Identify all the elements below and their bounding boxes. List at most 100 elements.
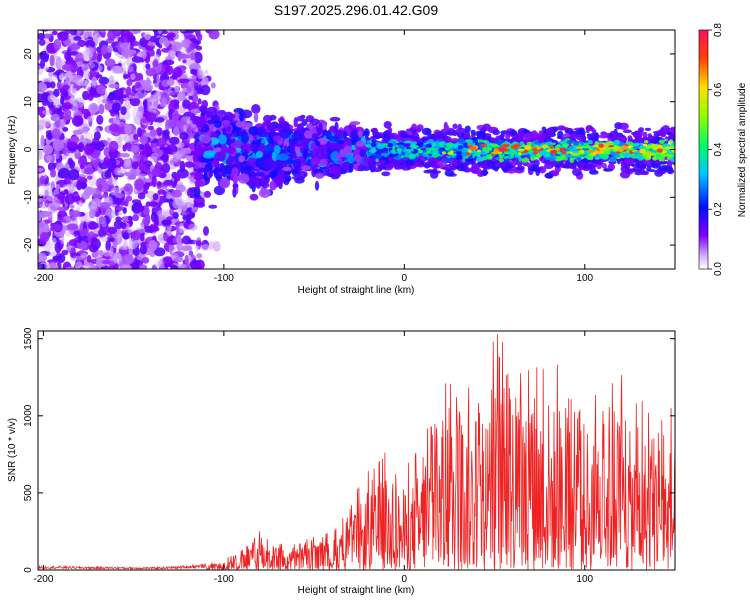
- spectrogram-cell: [117, 136, 122, 149]
- spectrogram-cell: [64, 266, 76, 269]
- spectrogram-cell: [38, 125, 44, 130]
- spectrogram-cell: [62, 102, 73, 110]
- spectrogram-cell: [341, 162, 350, 170]
- spectrogram-cell: [425, 143, 433, 148]
- spectrogram-cell: [70, 204, 75, 209]
- spectrogram-cell: [105, 240, 111, 252]
- spectrogram-cell: [325, 130, 332, 140]
- spectrogram-cell: [616, 157, 621, 165]
- spectrogram-cell: [104, 58, 116, 68]
- spectrogram-cell: [191, 264, 199, 269]
- spectrogram-cell: [612, 134, 622, 139]
- spectrogram-cell: [180, 147, 192, 155]
- spectrogram-cell: [269, 131, 276, 137]
- spectrogram-cell: [205, 106, 218, 117]
- spectrogram-cell: [173, 102, 180, 110]
- spectrogram-cell: [511, 136, 520, 140]
- spectrogram-cell: [155, 127, 163, 136]
- spectrogram-cell: [47, 94, 56, 103]
- spectrogram-cell: [226, 125, 232, 133]
- spectrogram-cell: [575, 129, 586, 136]
- spectrogram-cell: [465, 158, 472, 162]
- spectrogram-cell: [523, 133, 533, 140]
- spectrogram-cell: [609, 133, 614, 138]
- spectrogram-cell: [383, 121, 392, 129]
- spectrogram-cell: [62, 90, 69, 97]
- spectrogram-cell: [156, 181, 162, 187]
- spectrogram-cell: [53, 149, 60, 160]
- spectrogram-cell: [278, 117, 285, 124]
- spectrogram-cell: [505, 133, 511, 140]
- spectrogram-cell: [255, 150, 263, 159]
- spectrogram-cell: [65, 231, 72, 237]
- spectrogram-cell: [165, 270, 176, 276]
- spectrogram-cell: [667, 134, 675, 142]
- spectrogram-cell: [203, 226, 209, 236]
- spectrogram-cell: [161, 97, 167, 107]
- spectrogram-cell: [42, 100, 48, 106]
- spectrogram-cell: [50, 81, 56, 89]
- spectrogram-cell: [50, 223, 63, 232]
- spectrogram-cell: [83, 167, 95, 175]
- spectrogram-cell: [196, 253, 203, 259]
- spectrogram-cell: [70, 74, 83, 84]
- spectrogram-cell: [40, 135, 45, 147]
- spectrogram-cell: [123, 158, 132, 167]
- spectrogram-cell: [120, 264, 133, 269]
- spectrogram-cell: [140, 143, 145, 150]
- spectrogram-cell: [443, 157, 452, 163]
- spectrogram-cell: [559, 140, 566, 144]
- spectrogram-cell: [554, 155, 563, 162]
- spectrogram-cell: [190, 52, 196, 61]
- spectrogram-cell: [113, 220, 124, 229]
- spectrogram-cell: [108, 269, 119, 275]
- spectrogram-cell: [521, 157, 530, 163]
- spectrogram-cell: [411, 123, 417, 131]
- spectrogram-cell: [425, 160, 436, 166]
- spectrogram-cell: [53, 88, 60, 97]
- spectrogram-cell: [194, 171, 202, 181]
- spectrogram-cell: [117, 211, 123, 216]
- spectrogram-cell: [299, 142, 305, 149]
- spectrogram-cell: [39, 175, 46, 185]
- spectrogram-cell: [642, 131, 648, 138]
- spectrogram-cell: [486, 160, 496, 168]
- spectrogram-cell: [405, 131, 413, 136]
- spectrogram-cell: [69, 30, 77, 36]
- spectrogram-cell: [446, 155, 452, 159]
- spectrogram-cell: [188, 211, 196, 219]
- spectrogram-cell: [86, 46, 94, 58]
- spectrogram-cell: [128, 237, 138, 250]
- spectrogram-cell: [534, 139, 539, 145]
- spectrogram-cell: [139, 135, 149, 145]
- spectrogram-cell: [423, 154, 430, 158]
- spectrogram-cell: [144, 178, 154, 183]
- spectrogram-cell: [57, 31, 69, 42]
- spectrogram-cell: [177, 91, 186, 102]
- spectrogram-cell: [98, 104, 105, 115]
- spectrogram-cell: [87, 200, 98, 212]
- spectrogram-cell: [131, 157, 138, 162]
- spectrogram-cell: [618, 122, 629, 130]
- spectrogram-cell: [117, 88, 124, 97]
- spectrogram-cell: [82, 30, 88, 34]
- spectrogram-cell: [40, 58, 46, 69]
- spectrogram-cell: [73, 36, 82, 41]
- spectrogram-cell: [43, 22, 54, 28]
- spectrogram-cell: [152, 193, 159, 201]
- spectrogram-cell: [64, 51, 71, 61]
- spectrogram-cell: [44, 189, 49, 198]
- spectrogram-cell: [221, 167, 228, 178]
- spectrogram-cell: [88, 221, 99, 230]
- spectrogram-cell: [531, 130, 538, 138]
- spectrogram-cell: [168, 109, 173, 120]
- spectrogram-cell: [38, 145, 45, 155]
- spectrogram-cell: [551, 156, 557, 160]
- spectrogram-cell: [134, 81, 141, 89]
- spectrogram-cell: [162, 89, 173, 94]
- spectrogram-cell: [200, 84, 211, 96]
- spectrogram-cell: [105, 176, 118, 186]
- spectrogram-cell: [139, 244, 148, 255]
- spectrogram-cell: [299, 170, 307, 180]
- spectrogram-cell: [51, 128, 61, 140]
